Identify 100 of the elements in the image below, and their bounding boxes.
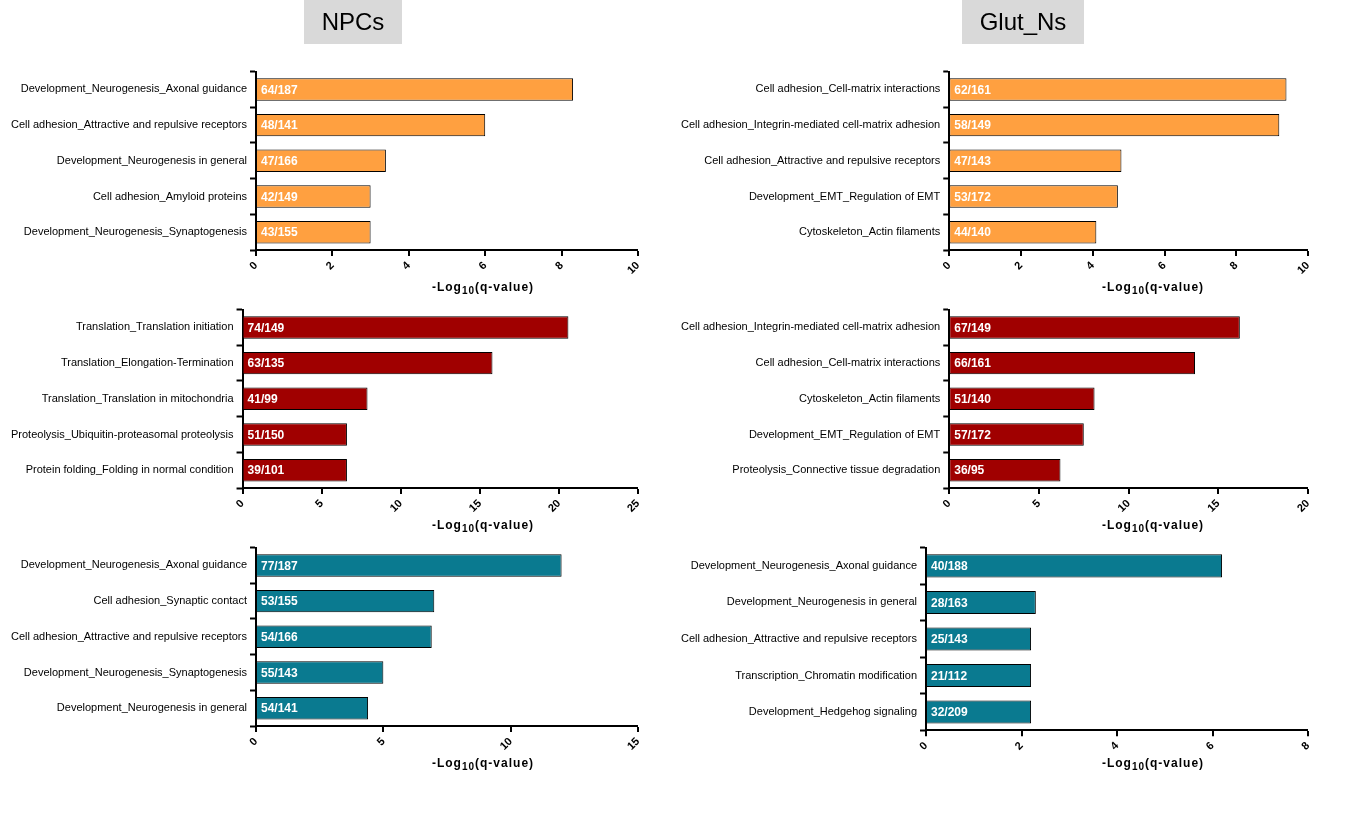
data-label: 64/187 <box>261 82 299 97</box>
data-label: 74/149 <box>247 320 285 335</box>
data-label: 36/95 <box>954 463 985 478</box>
data-label: 44/140 <box>954 225 992 240</box>
data-label: 28/163 <box>931 595 969 610</box>
x-tick-label: 4 <box>1083 258 1097 272</box>
x-tick-label: 5 <box>1029 496 1043 510</box>
x-tick-label: 5 <box>374 734 387 748</box>
data-label: 39/101 <box>247 463 285 478</box>
chart-title: Glut_Ns <box>961 0 1085 44</box>
data-label: 48/141 <box>261 118 299 133</box>
x-tick-label: 20 <box>545 496 563 514</box>
data-label: 51/140 <box>954 392 992 407</box>
x-tick-label: 15 <box>466 496 484 514</box>
x-tick-label: 6 <box>1155 258 1169 272</box>
data-label: 43/155 <box>261 225 299 240</box>
y-tick-label: Cell adhesion_Cell-matrix interactions <box>755 82 941 95</box>
data-label: 53/172 <box>954 189 992 204</box>
data-label: 55/143 <box>261 665 299 680</box>
x-tick-label: 2 <box>1011 258 1025 272</box>
y-tick-label: Cell adhesion_Attractive and repulsive receptors <box>704 153 941 166</box>
y-tick-label: Development_EMT_Regulation of EMT <box>748 427 941 440</box>
y-tick-label: Cytoskeleton_Actin filaments <box>799 225 941 238</box>
data-label: 47/166 <box>261 154 299 169</box>
y-tick-label: Proteolysis_Ubiquitin-proteasomal proteolysis <box>11 427 235 440</box>
data-label: 63/135 <box>247 356 285 371</box>
y-tick-label: Cell adhesion_Integrin-mediated cell-matrix adhesion <box>680 118 941 131</box>
y-tick-label: Cell adhesion_Amyloid proteins <box>92 189 248 202</box>
data-label: 40/188 <box>931 559 969 574</box>
y-tick-label: Development_Neurogenesis_Axonal guidance <box>20 82 248 95</box>
x-tick-label: 0 <box>233 496 247 510</box>
x-tick-label: 15 <box>624 734 642 752</box>
y-tick-label: Development_EMT_Regulation of EMT <box>748 189 941 202</box>
y-tick-label: Translation_Translation in mitochondria <box>41 391 235 404</box>
y-tick-label: Protein folding_Folding in normal condition <box>25 463 234 476</box>
data-label: 54/166 <box>261 630 299 645</box>
x-tick-label: 0 <box>246 734 260 748</box>
y-tick-label: Cell adhesion_Cell-matrix interactions <box>755 356 941 369</box>
data-label: 32/209 <box>931 705 969 720</box>
x-axis-title: -Log$_{10}$(q-value) <box>1100 756 1206 775</box>
data-label: 77/187 <box>261 558 299 573</box>
x-tick-label: 10 <box>1294 258 1312 276</box>
x-tick-label: 6 <box>1203 739 1217 752</box>
data-label: 54/141 <box>261 701 299 716</box>
x-tick-label: 4 <box>399 258 413 272</box>
y-tick-label: Cytoskeleton_Actin filaments <box>799 391 941 404</box>
x-tick-label: 10 <box>497 734 515 752</box>
y-tick-label: Development_Neurogenesis_Synaptogenesis <box>23 225 248 238</box>
x-tick-label: 4 <box>1107 738 1122 752</box>
x-tick-label: 10 <box>1115 496 1133 514</box>
data-label: 47/143 <box>954 154 992 169</box>
y-tick-label: Development_Neurogenesis in general <box>726 595 918 608</box>
data-label: 41/99 <box>247 392 278 407</box>
data-label: 58/149 <box>954 118 992 133</box>
y-tick-label: Transcription_Chromatin modification <box>735 668 918 681</box>
y-tick-label: Proteolysis_Connective tissue degradation <box>732 463 941 476</box>
x-tick-label: 0 <box>246 258 260 272</box>
data-label: 66/161 <box>954 356 992 371</box>
y-tick-label: Cell adhesion_Attractive and repulsive receptors <box>680 632 918 644</box>
data-label: 42/149 <box>261 189 299 204</box>
x-tick-label: 10 <box>624 258 642 276</box>
x-tick-label: 0 <box>916 739 930 752</box>
y-tick-label: Development_Neurogenesis_Axonal guidance <box>690 558 918 571</box>
chart-title: NPCs <box>303 0 403 44</box>
x-tick-label: 0 <box>939 496 953 510</box>
x-axis-title: -Log$_{10}$(q-value) <box>1100 280 1206 299</box>
y-tick-label: Cell adhesion_Synaptic contact <box>93 594 248 607</box>
x-tick-label: 8 <box>552 258 566 272</box>
y-tick-label: Development_Neurogenesis_Axonal guidance <box>20 558 248 571</box>
x-tick-label: 15 <box>1204 496 1222 514</box>
data-label: 51/150 <box>247 427 285 442</box>
data-label: 21/112 <box>931 668 968 683</box>
y-tick-label: Development_Hedgehog signaling <box>748 705 918 718</box>
x-tick-label: 25 <box>624 496 642 514</box>
y-tick-label: Translation_Translation initiation <box>76 320 234 333</box>
x-tick-label: 20 <box>1294 496 1312 514</box>
x-tick-label: 0 <box>939 258 953 272</box>
y-tick-label: Cell adhesion_Attractive and repulsive receptors <box>10 118 248 131</box>
x-axis-title: -Log$_{10}$(q-value) <box>1100 518 1206 537</box>
x-tick-label: 8 <box>1298 739 1312 752</box>
y-tick-label: Development_Neurogenesis in general <box>56 153 248 166</box>
x-tick-label: 2 <box>323 258 336 272</box>
y-tick-label: Translation_Elongation-Termination <box>60 356 234 369</box>
y-tick-label: Cell adhesion_Integrin-mediated cell-matrix adhesion <box>680 320 941 333</box>
x-tick-label: 10 <box>387 496 405 514</box>
y-tick-label: Development_Neurogenesis_Synaptogenesis <box>23 665 248 678</box>
x-tick-label: 2 <box>1012 739 1026 752</box>
x-axis-title: -Log$_{10}$(q-value) <box>430 518 536 537</box>
x-axis-title: -Log$_{10}$(q-value) <box>430 756 536 775</box>
y-tick-label: Development_Neurogenesis in general <box>56 701 248 714</box>
data-label: 62/161 <box>954 82 992 97</box>
data-label: 57/172 <box>954 427 992 442</box>
y-tick-label: Cell adhesion_Attractive and repulsive receptors <box>10 629 248 642</box>
data-label: 25/143 <box>931 632 969 647</box>
data-label: 67/149 <box>954 320 992 335</box>
data-label: 53/155 <box>261 594 299 609</box>
x-axis-title: -Log$_{10}$(q-value) <box>430 280 536 299</box>
x-tick-label: 5 <box>312 496 326 510</box>
x-tick-label: 8 <box>1226 258 1240 272</box>
x-tick-label: 6 <box>475 258 489 272</box>
